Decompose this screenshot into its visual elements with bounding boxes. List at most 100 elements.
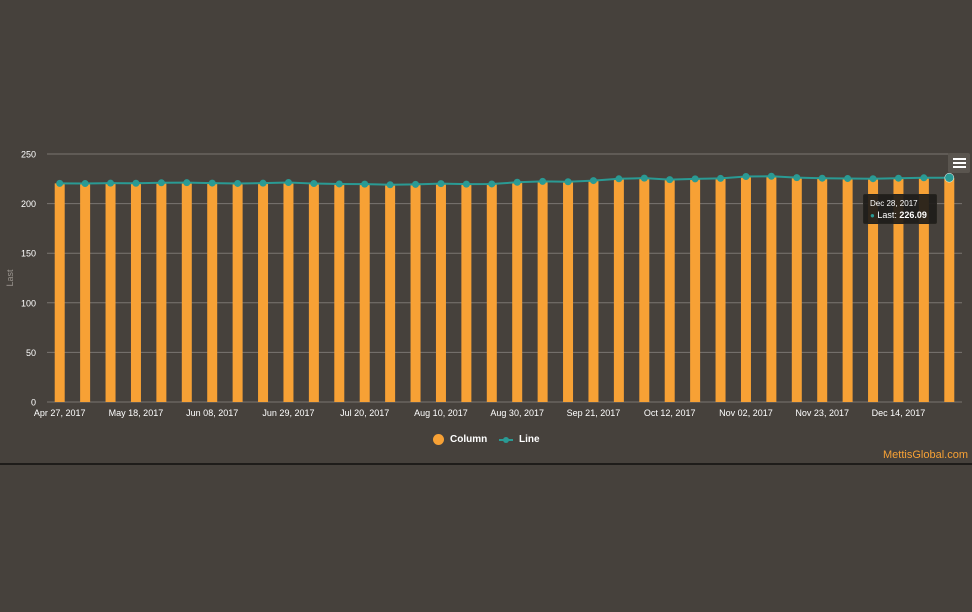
- line-point: [437, 180, 445, 188]
- chart-context-menu-button[interactable]: [948, 153, 970, 173]
- column-bar: [740, 176, 751, 402]
- line-point: [589, 177, 597, 185]
- y-tick-label: 50: [26, 348, 36, 358]
- column-bar: [435, 183, 446, 402]
- line-point: [56, 179, 64, 187]
- column-bar: [588, 180, 599, 402]
- line-point: [234, 179, 242, 187]
- line-point: [793, 174, 801, 182]
- column-bar: [181, 182, 192, 402]
- line-point: [564, 178, 572, 186]
- hamburger-menu-icon: [952, 166, 966, 168]
- line-point: [818, 174, 826, 182]
- line-point: [640, 174, 648, 182]
- line-point: [717, 174, 725, 182]
- column-bar: [563, 181, 574, 402]
- x-tick-label: Dec 14, 2017: [872, 408, 926, 418]
- line-point: [462, 180, 470, 188]
- line-point: [666, 176, 674, 184]
- legend-line-symbol-icon: [499, 434, 513, 445]
- line-point: [81, 180, 89, 188]
- line-point: [894, 174, 902, 182]
- x-tick-label: Jun 08, 2017: [186, 408, 238, 418]
- line-series-path: [59, 175, 950, 186]
- column-bar: [207, 183, 218, 402]
- line-point: [183, 179, 191, 187]
- column-bar: [715, 178, 726, 402]
- column-bar: [105, 183, 116, 402]
- x-tick-label: Aug 10, 2017: [414, 408, 468, 418]
- line-point: [132, 179, 140, 187]
- column-bar: [258, 183, 269, 402]
- y-tick-label: 100: [21, 298, 36, 308]
- legend-item-line[interactable]: Line: [499, 432, 540, 446]
- line-point: [157, 179, 165, 187]
- column-bar: [893, 178, 904, 402]
- line-point: [310, 180, 318, 188]
- x-tick-label: Jun 29, 2017: [262, 408, 314, 418]
- y-axis-title: Last: [5, 269, 15, 287]
- x-tick-label: May 18, 2017: [109, 408, 164, 418]
- line-point: [513, 178, 521, 186]
- y-tick-label: 250: [21, 150, 36, 160]
- divider: [0, 463, 972, 465]
- line-point: [208, 179, 216, 187]
- tooltip-date: Dec 28, 2017: [870, 199, 918, 208]
- legend-column-symbol-icon: [433, 433, 444, 445]
- column-bar: [54, 183, 65, 402]
- column-bar: [283, 182, 294, 402]
- line-point: [615, 175, 623, 183]
- line-point: [488, 180, 496, 188]
- column-bar: [461, 184, 472, 402]
- chart-tooltip: Dec 28, 2017 ● Last: 226.09: [863, 194, 937, 224]
- legend-line-label: Line: [519, 433, 540, 445]
- column-bar: [766, 176, 777, 402]
- line-point: [107, 179, 115, 187]
- column-bar: [944, 177, 955, 402]
- column-bar: [868, 178, 879, 402]
- column-bar: [410, 184, 421, 402]
- line-point: [920, 174, 928, 182]
- column-bar: [639, 178, 650, 402]
- column-bar: [130, 183, 141, 402]
- column-bar: [690, 178, 701, 402]
- x-tick-label: Oct 12, 2017: [644, 408, 696, 418]
- x-tick-label: Apr 27, 2017: [34, 408, 86, 418]
- column-bar: [918, 177, 929, 402]
- column-bar: [486, 183, 497, 402]
- chart-svg: 0 50 100 150 200 250 Last Apr 27, 2017 May 18, 2…: [5, 150, 962, 418]
- column-bar: [334, 183, 345, 402]
- column-bar: [791, 177, 802, 402]
- line-point: [944, 172, 955, 183]
- column-bar: [664, 179, 675, 402]
- column-bar: [80, 183, 91, 402]
- line-point: [361, 180, 369, 188]
- line-point: [742, 173, 750, 181]
- credits-link[interactable]: MettisGlobal.com: [883, 449, 968, 461]
- line-point: [335, 180, 343, 188]
- column-bar: [613, 178, 624, 402]
- line-point: [767, 172, 775, 180]
- hamburger-menu-icon: [952, 158, 966, 160]
- line-point: [284, 178, 292, 186]
- column-bar: [842, 178, 853, 402]
- y-tick-label: 150: [21, 249, 36, 259]
- chart-legend: Column Line: [0, 432, 972, 446]
- column-bar: [308, 183, 319, 402]
- column-bar: [512, 182, 523, 402]
- legend-item-column[interactable]: Column: [433, 432, 487, 446]
- line-point: [869, 175, 877, 183]
- x-tick-label: Sep 21, 2017: [567, 408, 621, 418]
- tooltip-series-label: Last:: [877, 210, 897, 220]
- tooltip-series-dot-icon: ●: [870, 211, 875, 220]
- column-bar: [232, 183, 243, 402]
- column-bar: [385, 184, 396, 402]
- x-tick-label: Aug 30, 2017: [490, 408, 544, 418]
- line-point: [259, 179, 267, 187]
- line-point: [539, 177, 547, 185]
- line-point: [412, 180, 420, 188]
- x-tick-label: Nov 23, 2017: [795, 408, 849, 418]
- tooltip-value: 226.09: [899, 210, 927, 220]
- x-tick-label: Jul 20, 2017: [340, 408, 389, 418]
- x-tick-label: Nov 02, 2017: [719, 408, 773, 418]
